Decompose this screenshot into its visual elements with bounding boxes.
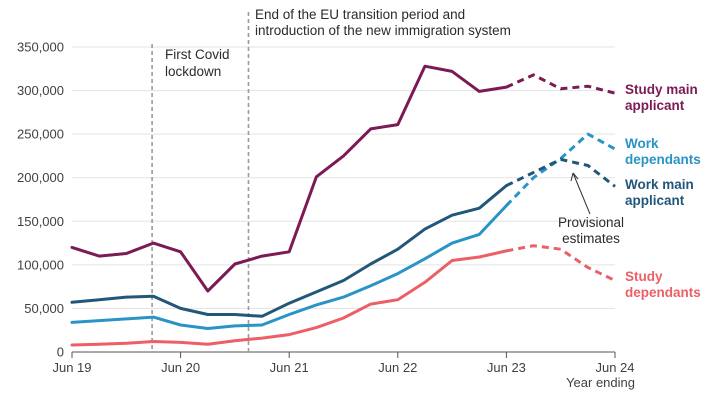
event-line-text: End of the EU transition period and bbox=[255, 7, 465, 22]
y-tick-label: 300,000 bbox=[17, 83, 64, 98]
x-tick-label: Jun 20 bbox=[161, 360, 200, 375]
series-line bbox=[70, 184, 508, 318]
provisional-arrowhead bbox=[570, 172, 579, 182]
x-tick-label: Jun 24 bbox=[595, 360, 634, 375]
series-line bbox=[70, 249, 508, 347]
y-tick-label: 200,000 bbox=[17, 170, 64, 185]
provisional-note-text: Provisional bbox=[558, 215, 624, 230]
x-axis: Jun 19 Jun 20 Jun 21 Jun 22 Jun 23 Jun 24Year… bbox=[52, 351, 635, 390]
event-lines: First Covid lockdown End of the EU transit… bbox=[151, 7, 511, 352]
series-label: Study bbox=[625, 269, 663, 284]
event-line-text: lockdown bbox=[165, 64, 221, 79]
series-line-provisional bbox=[505, 157, 616, 188]
y-tick-label: 150,000 bbox=[17, 214, 64, 229]
event-line-text: First Covid bbox=[165, 47, 230, 62]
x-tick-label: Jun 22 bbox=[378, 360, 417, 375]
series-line-provisional bbox=[505, 132, 616, 207]
series-label: applicant bbox=[625, 193, 685, 208]
series-lines bbox=[70, 64, 616, 347]
provisional-note-text: estimates bbox=[562, 231, 620, 246]
y-tick-label: 0 bbox=[57, 345, 64, 360]
series-label: Study main bbox=[625, 82, 698, 97]
y-tick-label: 100,000 bbox=[17, 257, 64, 272]
x-axis-unit-label: Year ending bbox=[566, 375, 635, 390]
x-tick-label: Jun 21 bbox=[270, 360, 309, 375]
event-line-text: introduction of the new immigration syst… bbox=[255, 23, 511, 38]
y-tick-label: 350,000 bbox=[17, 40, 64, 55]
gridlines bbox=[72, 46, 615, 309]
series-line-provisional bbox=[505, 73, 616, 95]
series-line-provisional bbox=[506, 244, 616, 282]
series-label: Work bbox=[625, 136, 659, 151]
series-label: applicant bbox=[625, 98, 685, 113]
y-axis-ticks: 0 50,000 100,000 150,000 200,000 250,000 300,0… bbox=[17, 40, 64, 360]
x-tick-label: Jun 19 bbox=[52, 360, 91, 375]
series-label: dependants bbox=[625, 152, 701, 167]
y-tick-label: 50,000 bbox=[24, 301, 64, 316]
series-label: Work main bbox=[625, 177, 694, 192]
series-line bbox=[70, 204, 508, 330]
y-tick-label: 250,000 bbox=[17, 127, 64, 142]
series-line bbox=[70, 64, 508, 293]
series-label: dependants bbox=[625, 285, 701, 300]
provisional-pointer bbox=[572, 172, 591, 215]
x-tick-label: Jun 23 bbox=[487, 360, 526, 375]
